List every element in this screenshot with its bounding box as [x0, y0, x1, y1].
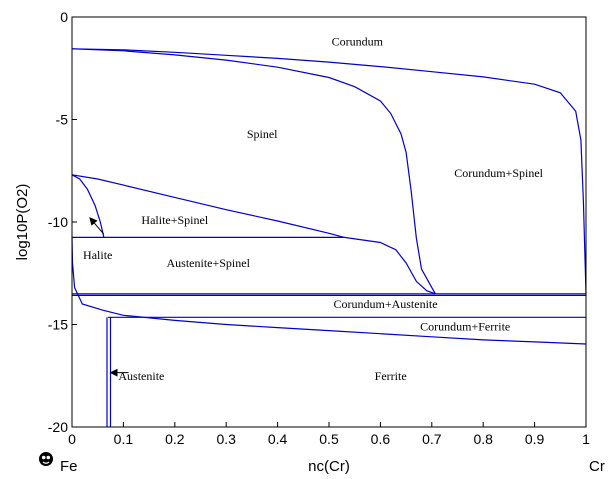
region-label: Ferrite — [375, 369, 407, 383]
region-label: Halite+Spinel — [141, 213, 208, 227]
y-axis-title: log10P(O2) — [14, 184, 31, 261]
x-tick-label: 1 — [582, 431, 590, 447]
region-label: Austenite+Spinel — [166, 256, 250, 270]
region-label: Austenite — [118, 369, 164, 383]
y-axis: 0 -5 -10 -15 -20 — [48, 9, 77, 435]
region-label: Corundum+Ferrite — [420, 320, 510, 334]
x-tick-label: 0.1 — [114, 431, 134, 447]
x-tick-label: 0 — [68, 431, 76, 447]
y-tick-label: -15 — [48, 317, 68, 333]
phase-boundary-3 — [71, 174, 345, 238]
x-axis-title: nc(Cr) — [308, 458, 350, 475]
region-label: Halite — [83, 248, 112, 262]
region-label: Corundum — [332, 35, 384, 49]
y-tick-label: -20 — [48, 419, 68, 435]
region-label: Corundum+Spinel — [454, 166, 543, 180]
x-tick-label: 0.4 — [268, 431, 288, 447]
phase-boundary-9 — [71, 174, 105, 238]
region-label: Corundum+Austenite — [333, 297, 437, 311]
app-logo-icon — [39, 452, 53, 466]
y-tick-label: -5 — [56, 112, 69, 128]
annotation-arrows — [89, 217, 129, 377]
x-tick-label: 0.3 — [216, 431, 236, 447]
phase-boundaries — [71, 48, 587, 427]
phase-boundary-4 — [72, 236, 436, 295]
x-tick-label: 0.9 — [525, 431, 545, 447]
phase-boundary-1 — [71, 48, 587, 294]
phase-boundary-8 — [71, 237, 587, 345]
x-tick-label: 0.2 — [165, 431, 185, 447]
x-axis: 0 0.1 0.2 0.3 0.4 0.5 0.6 0.7 0.8 0.9 1 — [68, 422, 590, 447]
phase-boundary-2 — [71, 48, 436, 295]
region-labels: Corundum Spinel Corundum+Spinel Halite+Spin… — [83, 35, 544, 383]
x-tick-label: 0.5 — [319, 431, 339, 447]
annotation-arrow — [89, 217, 105, 235]
left-end-label: Fe — [60, 458, 78, 475]
y-tick-label: 0 — [60, 9, 68, 25]
x-tick-label: 0.6 — [371, 431, 391, 447]
y-tick-label: -10 — [48, 214, 68, 230]
x-tick-label: 0.8 — [473, 431, 493, 447]
right-end-label: Cr — [589, 458, 605, 475]
x-tick-label: 0.7 — [422, 431, 442, 447]
region-label: Spinel — [247, 127, 278, 141]
